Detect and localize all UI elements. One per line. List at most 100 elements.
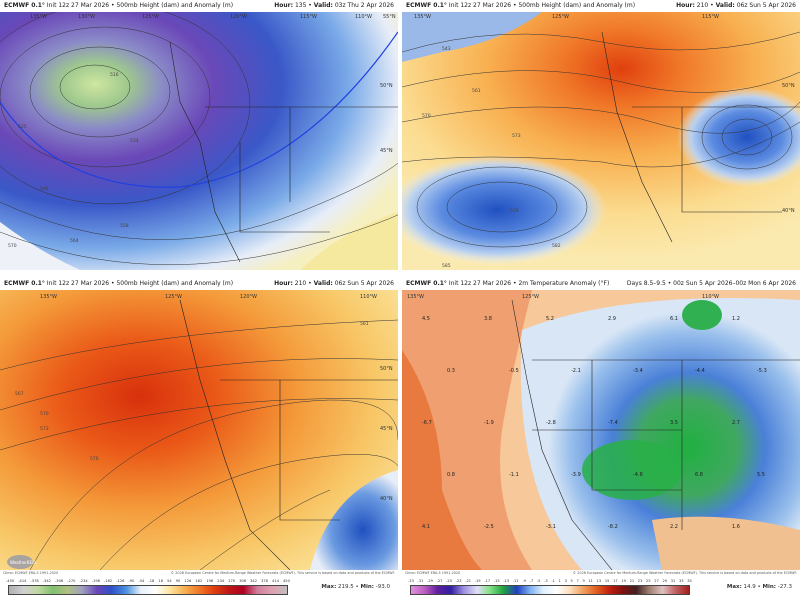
- temperature-value: 1.2: [732, 316, 740, 322]
- panel-header: ECMWF 0.1° Init 12z 27 Mar 2026 • 500mb …: [402, 0, 800, 12]
- weatherbell-logo: WeatherBELL: [7, 555, 37, 569]
- temperature-value: 5.5: [757, 472, 765, 478]
- colorbar-tick: -126: [116, 579, 125, 583]
- field-name: 500mb Height (dam) and Anomaly (m): [116, 2, 234, 9]
- contour-label: 579: [510, 208, 519, 214]
- map-height-anomaly[interactable]: 567 570 573 576 561 135°W 125°W 120°W 11…: [0, 290, 398, 570]
- model-name: ECMWF 0.1°: [4, 2, 45, 9]
- borders: [179, 299, 398, 570]
- colorbar-tick: -23: [455, 579, 462, 583]
- temperature-value: -0.5: [509, 368, 519, 374]
- colorbar-tick: 90: [175, 579, 181, 583]
- temperature-value: 0.8: [447, 472, 455, 478]
- low-anomaly-southwest: [402, 155, 607, 265]
- colorbar-tick: -19: [474, 579, 481, 583]
- colorbar-tick: -1: [551, 579, 555, 583]
- map-height-anomaly[interactable]: 525 534 516 546 558 564 570 135°W 130°W …: [0, 12, 398, 270]
- colorbar-tick: 18: [158, 579, 163, 583]
- colorbar-tick: -17: [484, 579, 491, 583]
- borders: [169, 41, 398, 263]
- contour-label: 573: [512, 133, 521, 139]
- colorbar-tick: 54: [167, 579, 172, 583]
- colorbar-tick: 198: [206, 579, 214, 583]
- temperature-value: -3.9: [571, 472, 581, 478]
- lon-label: 135°W: [407, 294, 424, 300]
- colorbar-tick: -27: [436, 579, 443, 583]
- colorbar-tick: -5: [536, 579, 541, 583]
- colorbar-tick: -18: [148, 579, 155, 583]
- map-temperature-anomaly[interactable]: 4.5 3.8 5.2 2.9 6.1 1.2 0.3 -0.5 -2.1 -3.4 -4.4 -5.…: [402, 290, 800, 570]
- lat-label: 45°N: [380, 148, 393, 154]
- colorbar-tick: -31: [417, 579, 424, 583]
- lon-label: 125°W: [165, 294, 182, 300]
- temperature-value: 0.3: [447, 368, 455, 374]
- contour-label: 534: [130, 138, 139, 144]
- colorbar-tick: 306: [239, 579, 247, 583]
- logo-text: WeatherBELL: [10, 560, 37, 565]
- colorbar-ticks: -33 -31 -29 -27 -25 -23 -21 -19 -17 -15 -13 -11 -9 -7…: [408, 579, 692, 583]
- field-name: 500mb Height (dam) and Anomaly (m): [518, 2, 636, 9]
- field-name: 500mb Height (dam) and Anomaly (m): [116, 280, 234, 287]
- colorbar-tick: -15: [493, 579, 500, 583]
- colorbar-tick: 126: [184, 579, 192, 583]
- colorbar-tick: -162: [104, 579, 113, 583]
- lon-label: 120°W: [230, 14, 247, 20]
- anomaly-field: [0, 12, 398, 270]
- model-name: ECMWF 0.1°: [4, 280, 45, 287]
- colorbar-tick: 25: [646, 579, 651, 583]
- temperature-value: -8.2: [608, 524, 618, 530]
- panel-header: ECMWF 0.1° Init 12z 27 Mar 2026 • 500mb …: [0, 278, 398, 290]
- colorbar-tick: 9: [582, 579, 585, 583]
- valid-info: Hour: 210 • Valid: 06z Sun 5 Apr 2026: [274, 280, 394, 287]
- colorbar: [410, 585, 690, 595]
- colorbar-tick: 7: [576, 579, 579, 583]
- field-name: 2m Temperature Anomaly (°F): [518, 280, 610, 287]
- contour-label: 558: [120, 223, 129, 229]
- valid-info: Hour: 135 • Valid: 03z Thu 2 Apr 2026: [274, 2, 394, 9]
- colorbar-tick: -21: [465, 579, 472, 583]
- map-height-anomaly[interactable]: 543 561 570 573 579 582 585 135°W 125°W …: [402, 12, 800, 270]
- lon-label: 135°W: [30, 14, 47, 20]
- colorbar-tick: 21: [629, 579, 635, 583]
- panel-500mb-hour210-detail: ECMWF 0.1° Init 12z 27 Mar 2026 • 500mb …: [0, 278, 398, 600]
- lon-label: 110°W: [355, 14, 372, 20]
- panel-header: ECMWF 0.1° Init 12z 27 Mar 2026 • 500mb …: [0, 0, 398, 12]
- colorbar-tick: 13: [596, 579, 602, 583]
- contour-label: 570: [422, 113, 431, 119]
- colorbar-tick: 450: [283, 579, 290, 583]
- lon-label: 125°W: [552, 14, 569, 20]
- temperature-value: 2.9: [608, 316, 616, 322]
- colorbar-tick: -54: [138, 579, 145, 583]
- contour-label: 516: [110, 72, 119, 78]
- colorbar-tick: -3: [544, 579, 548, 583]
- lon-label: 135°W: [414, 14, 431, 20]
- colorbar-tick: -414: [18, 579, 27, 583]
- contour-label: 567: [15, 391, 24, 397]
- colorbar-tick: 15: [604, 579, 610, 583]
- lat-label: 40°N: [782, 208, 795, 214]
- colorbar-tick: -342: [42, 579, 51, 583]
- colorbar-tick: -90: [128, 579, 135, 583]
- contour-label: 561: [472, 88, 481, 94]
- low-anomaly-southeast: [310, 470, 398, 570]
- lon-label: 110°W: [702, 294, 719, 300]
- colorbar-tick: 270: [228, 579, 236, 583]
- colorbar-tick: -9: [522, 579, 526, 583]
- colorbar-tick: -234: [79, 579, 88, 583]
- model-name: ECMWF 0.1°: [406, 2, 447, 9]
- colorbar-tick: -11: [512, 579, 519, 583]
- valid-info: Hour: 210 • Valid: 06z Sun 5 Apr 2026: [676, 2, 796, 9]
- lat-label: 55°N: [383, 14, 396, 20]
- lon-label: 110°W: [360, 294, 377, 300]
- colorbar-tick: 27: [654, 579, 659, 583]
- temperature-value: 4.5: [422, 316, 430, 322]
- colorbar-tick: 19: [621, 579, 626, 583]
- colorbar-tick: 378: [261, 579, 268, 583]
- colorbar-tick: 1: [558, 579, 561, 583]
- temperature-value: 1.6: [732, 524, 740, 530]
- colorbar-tick: 31: [670, 579, 676, 583]
- temperature-value: -1.9: [484, 420, 494, 426]
- temperature-value: 2.2: [670, 524, 678, 530]
- init-time: Init 12z 27 Mar 2026: [46, 2, 110, 9]
- colorbar-tick: 33: [678, 579, 684, 583]
